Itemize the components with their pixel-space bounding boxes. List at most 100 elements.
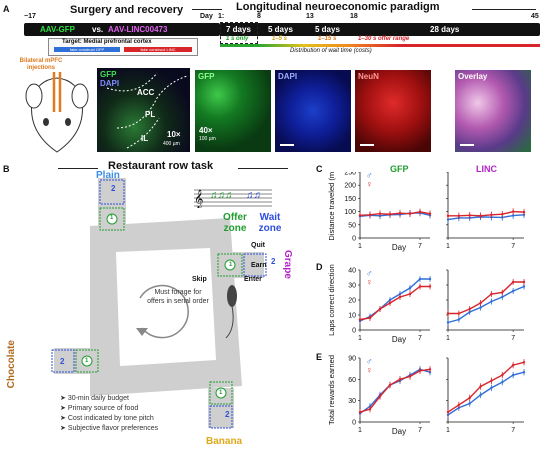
virus-vs-label: vs. [92, 25, 104, 34]
chart-c-gfp-point [388, 213, 392, 216]
chart-e-gfp-point [428, 368, 432, 371]
chart-c-gfp-point [408, 212, 412, 215]
chart-d-gfp-point [378, 307, 382, 311]
quit-label: Quit [251, 242, 265, 249]
chart-d-linc-point [522, 280, 526, 284]
cost-range-2: 1–5 s [272, 36, 288, 42]
phase-1-outline [220, 22, 258, 44]
chart-c-linc-point [446, 218, 450, 221]
offer-value-banana: 1 [219, 390, 223, 396]
task-bullet-3: ➤ Cost indicated by tone pitch [60, 415, 154, 422]
chart-c-linc-point [457, 214, 461, 218]
day-18-label: 18 [350, 13, 358, 20]
restaurant-plain-label: Plain [96, 170, 120, 181]
chart-e-gfp-point [418, 369, 422, 372]
chart-c-gfp-xtick-label: 1 [358, 243, 362, 250]
chart-d-gfp-point [408, 292, 412, 296]
gfp-construct-bar: fake construct GFP [54, 47, 120, 52]
chart-d-gfp-ytick-label: 10 [348, 313, 356, 320]
chart-e-linc-point [446, 410, 450, 414]
phase-bar-2 [258, 23, 306, 36]
chart-d-gfp-legend-female: ♀ [366, 277, 373, 287]
group-linc-header: LINC [476, 164, 497, 174]
tone-staff-icon: 𝄞 ♫♫♫ ♫♫ [194, 189, 272, 208]
chart-d-linc-point [511, 280, 515, 284]
chart-d-gfp-point [428, 277, 432, 281]
svg-text:♫♫♫: ♫♫♫ [210, 190, 233, 201]
cost-gradient-bar [220, 44, 540, 47]
chart-c-gfp-legend-female: ♀ [366, 179, 373, 189]
center-text: Must forage for offers in serial order [140, 288, 216, 306]
chart-e-linc-xtick-label: 1 [446, 427, 450, 434]
chart-e-linc-point [468, 396, 471, 400]
chart-d-gfp-ytick-label: 0 [352, 328, 356, 335]
chart-e-linc-point [479, 393, 482, 397]
svg-text:𝄞: 𝄞 [194, 190, 203, 208]
panel-label-d: D [316, 262, 323, 272]
histology-neun-image: NeuN [355, 70, 431, 152]
chart-d-linc-point [490, 300, 493, 303]
wait-value-grape: 2 [271, 257, 276, 266]
zoom-scale-label: 100 µm [199, 136, 216, 142]
chart-c-gfp-xtick-label: 7 [418, 243, 422, 250]
chart-e-linc-point [501, 373, 504, 377]
chart-e-gfp-point [368, 408, 372, 411]
region-acc-label: ACC [137, 88, 155, 97]
region-il-label: IL [141, 134, 149, 143]
chart-e-linc-xtick-label: 7 [511, 427, 515, 434]
chart-c-gfp-legend-male: ♂ [366, 172, 373, 180]
chart-d-linc-point [501, 291, 504, 294]
day-13-label: 13 [306, 13, 314, 20]
chart-e-gfp-series-female-line [359, 368, 431, 413]
chart-e-gfp-ytick-label: 0 [352, 420, 356, 427]
chart-d-linc-series-female-line [448, 281, 524, 315]
chart-d-gfp-ytick-label: 20 [348, 298, 356, 305]
distribution-note: Distribution of wait time (costs) [290, 48, 372, 54]
day-label: Day [200, 13, 213, 20]
chart-d-gfp-point [428, 285, 432, 288]
chart-e-gfp-xtick-label: 1 [358, 427, 362, 434]
histology-overview-image: GFP DAPI ACC PL IL 10× 400 µm [97, 68, 190, 152]
task-rule-right [238, 168, 288, 169]
chart-c-gfp-ylabel: Distance traveled (m) [327, 172, 336, 241]
day-45-label: 45 [531, 13, 539, 20]
chart-e-gfp-point [378, 395, 382, 398]
chart-c-gfp-point [358, 214, 362, 217]
target-label: Target: Medial prefrontal cortex [62, 39, 152, 45]
chart-c-linc-point [511, 214, 515, 217]
phase-bar-4 [352, 23, 540, 36]
offer-value-plain: 1 [110, 215, 114, 221]
wait-value-banana: 2 [225, 410, 230, 419]
cost-range-1: 1 s only [226, 36, 249, 42]
chart-e-linc-point [457, 403, 461, 407]
chart-c-linc-point [446, 214, 450, 218]
chart-d-gfp-point [398, 295, 402, 299]
chart-d-linc-point [501, 295, 504, 299]
virus-gfp-label: AAV-GFP [40, 25, 75, 34]
chart-e-linc-point [490, 386, 493, 390]
chart-d-gfp-point [388, 301, 392, 305]
panel-label-b: B [3, 164, 10, 174]
panel-label-a: A [3, 4, 10, 14]
chart-c-linc-xtick-label: 1 [446, 243, 450, 250]
title-rule-right [472, 9, 536, 10]
chart-d-gfp-point [418, 285, 422, 288]
chart-e-gfp-ytick-label: 30 [348, 398, 356, 405]
dapi-panel-label: DAPI [278, 72, 298, 81]
chart-e-linc-series-male-line [447, 371, 525, 416]
chart-e-gfp-point [388, 383, 392, 387]
overview-dapi-label: DAPI [100, 79, 120, 88]
chart-c-gfp-point [398, 211, 402, 215]
restaurant-banana-label: Banana [206, 436, 243, 447]
chart-e-linc-point [490, 379, 493, 382]
task-bullet-1: ➤ 30-min daily budget [60, 395, 129, 402]
chart-d-gfp-xtick-label: 7 [418, 335, 422, 342]
chart-c-gfp-ytick-label: 100 [344, 209, 356, 216]
chart-c-linc-point [479, 214, 482, 218]
virus-linc-label: AAV-LINC00473 [108, 25, 168, 34]
overlay-panel-label: Overlay [458, 72, 488, 81]
restaurant-maze [51, 178, 267, 429]
offer-value-chocolate: 1 [85, 358, 89, 364]
enter-label: Enter [244, 276, 262, 283]
chart-c-linc-series-female-line [448, 210, 525, 217]
